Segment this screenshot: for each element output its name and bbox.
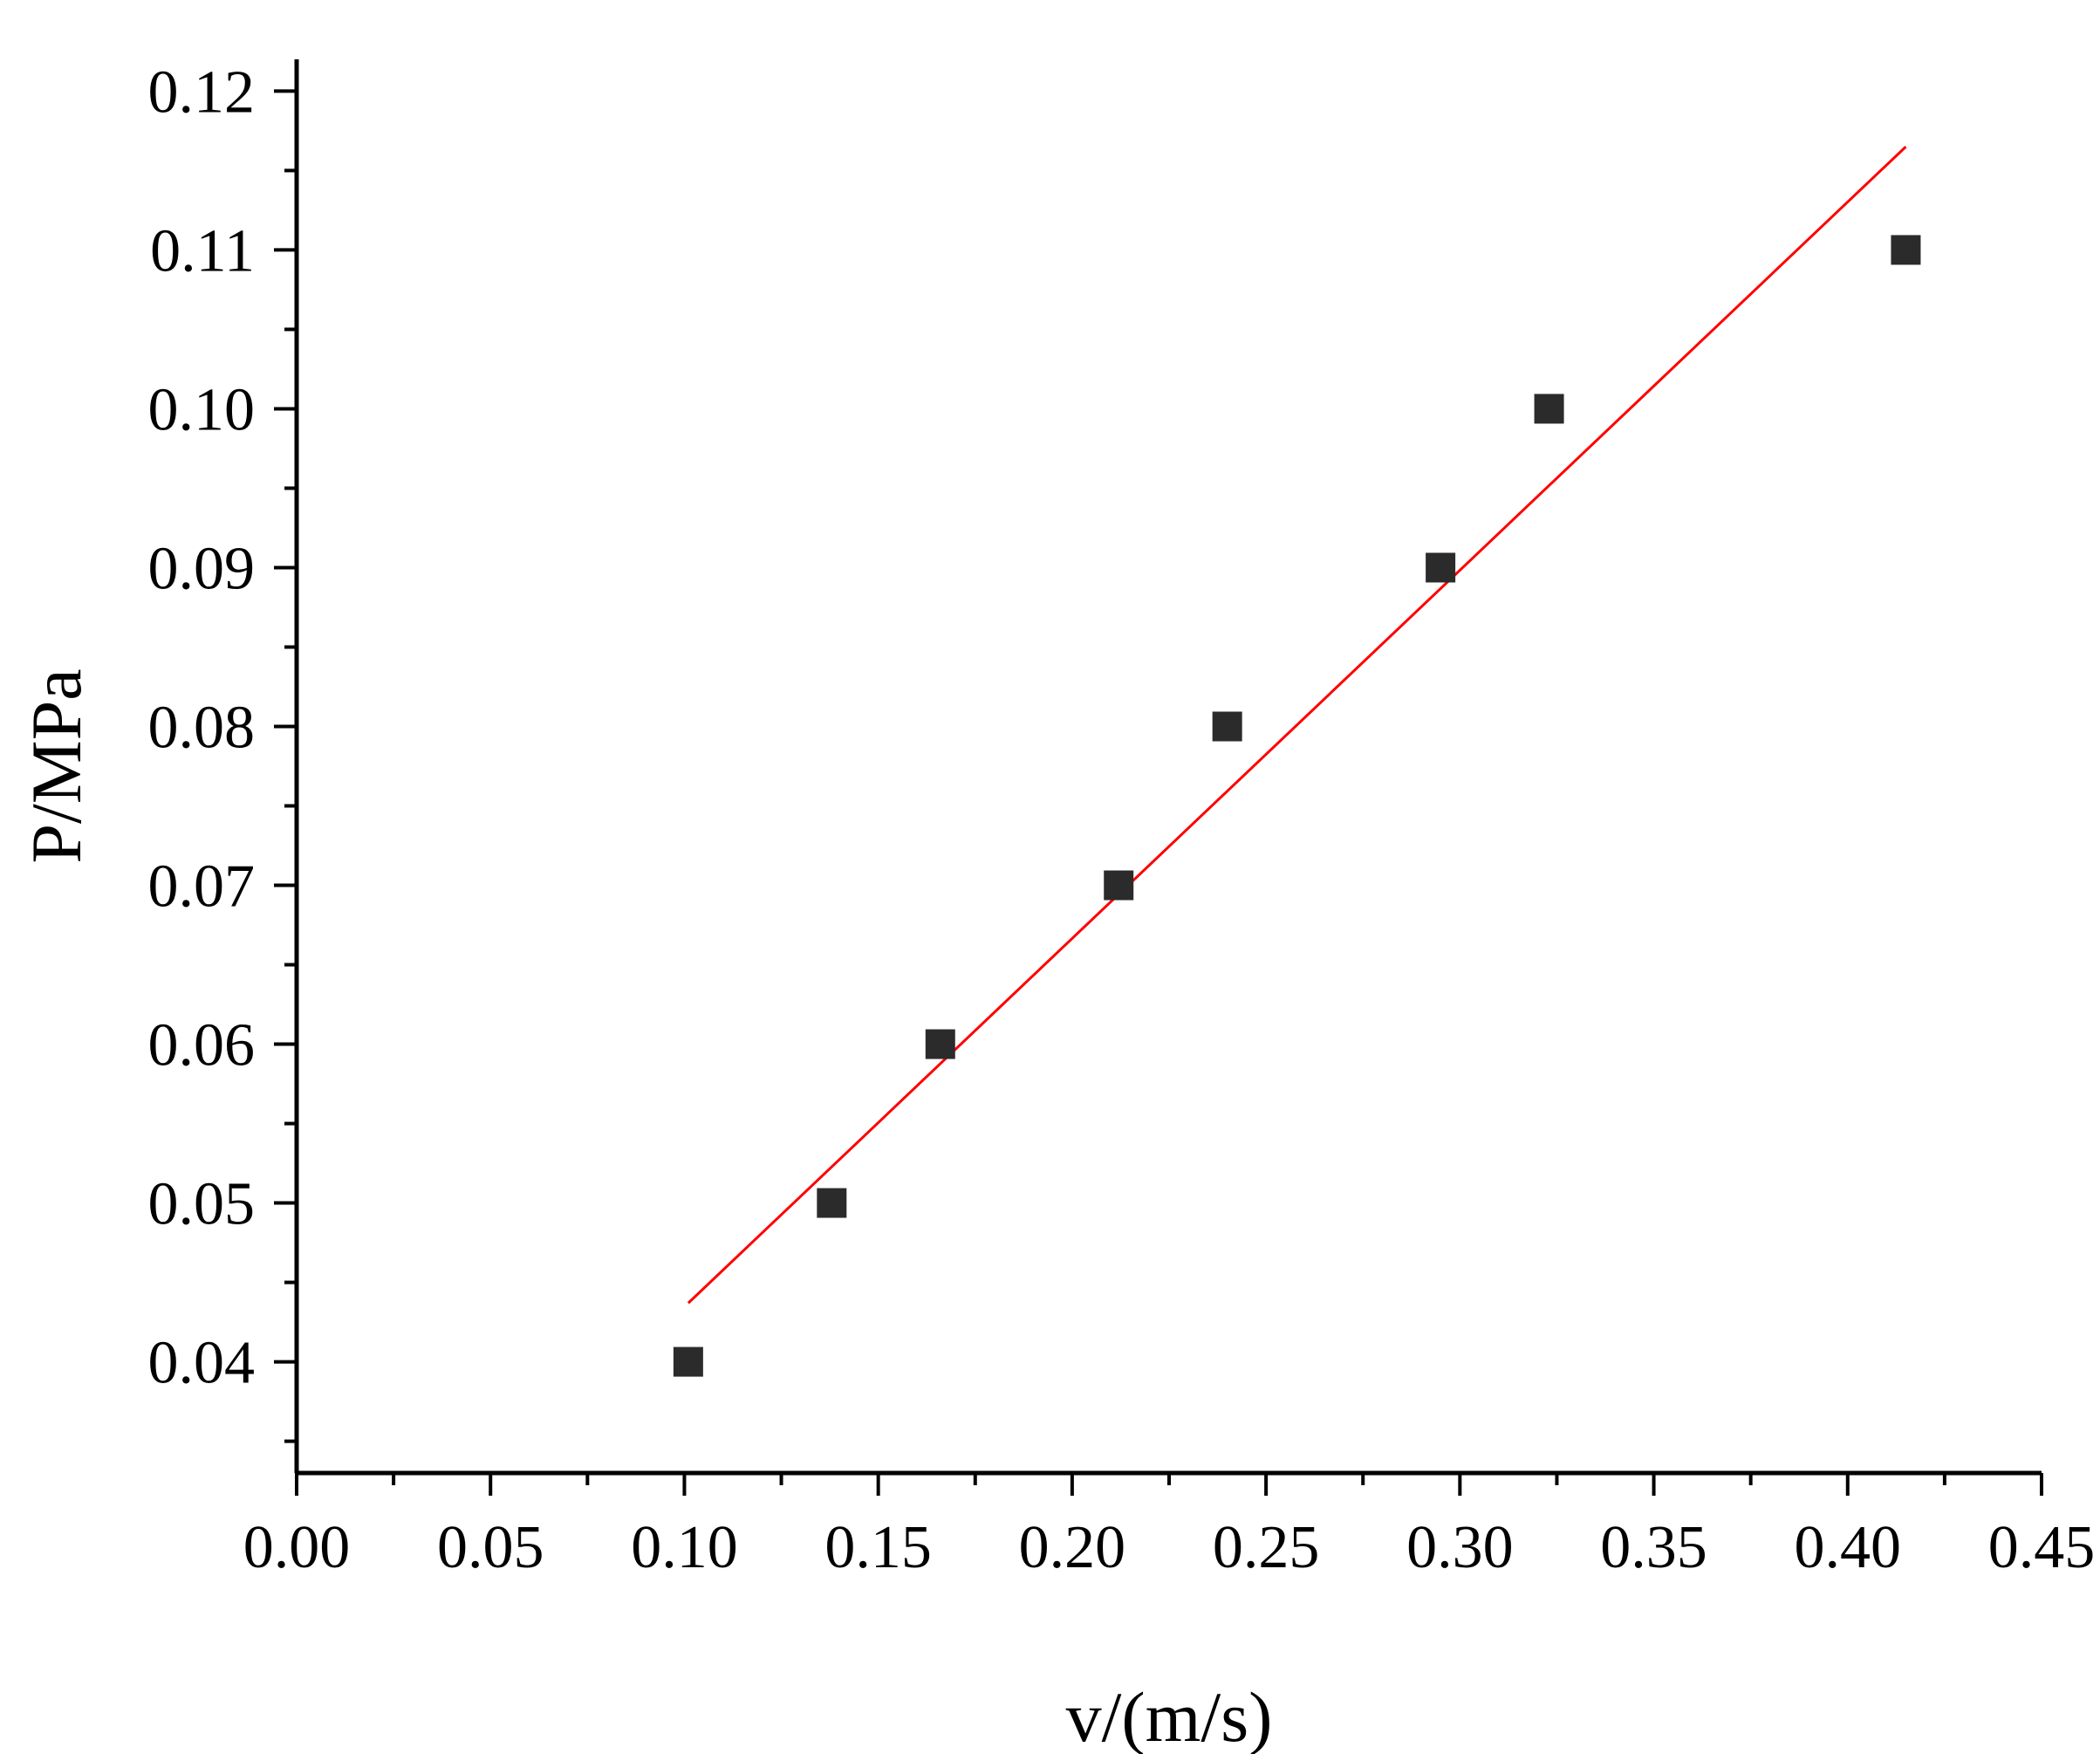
data-point (1104, 870, 1134, 901)
y-tick-label: 0.06 (148, 1012, 256, 1079)
data-point (925, 1029, 955, 1059)
x-tick-label: 0.15 (824, 1514, 932, 1581)
y-tick-label: 0.08 (148, 694, 256, 761)
data-points-layer (673, 235, 1921, 1377)
data-point (1534, 394, 1564, 424)
x-tick-label: 0.40 (1795, 1514, 1902, 1581)
axes (294, 59, 2042, 1476)
y-tick-label: 0.04 (148, 1330, 256, 1397)
x-ticks: 0.00 0.05 0.10 0.15 0.20 0.25 0.30 0.35 0.40 0.45 (243, 1473, 2096, 1581)
y-tick-label: 0.07 (148, 853, 256, 921)
x-axis-title: v/(m/s) (1066, 1677, 1273, 1754)
x-tick-label: 0.20 (1019, 1514, 1126, 1581)
y-tick-label: 0.05 (148, 1171, 256, 1238)
x-tick-label: 0.00 (243, 1514, 351, 1581)
x-tick-label: 0.25 (1213, 1514, 1320, 1581)
y-tick-label: 0.11 (150, 217, 255, 284)
y-tick-label: 0.09 (148, 535, 256, 602)
y-tick-label: 0.12 (148, 58, 256, 126)
fit-line-layer (687, 146, 1907, 1305)
data-point (1212, 711, 1242, 742)
fit-line (687, 146, 1907, 1305)
x-tick-label: 0.45 (1988, 1514, 2096, 1581)
x-tick-label: 0.30 (1406, 1514, 1514, 1581)
data-point (673, 1346, 703, 1377)
y-tick-label: 0.10 (148, 376, 256, 443)
x-tick-label: 0.05 (437, 1514, 544, 1581)
y-axis-title: P/MPa (17, 668, 96, 863)
x-tick-label: 0.35 (1600, 1514, 1707, 1581)
data-point (1891, 235, 1921, 265)
data-point (817, 1188, 847, 1218)
x-tick-label: 0.10 (631, 1514, 738, 1581)
data-point (1426, 552, 1456, 583)
y-ticks: 0.04 0.05 0.06 0.07 0.08 0.09 0.10 0.11 0.12 (148, 58, 297, 1443)
